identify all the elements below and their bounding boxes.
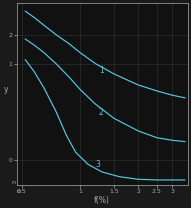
Text: 2: 2 [99,108,104,117]
Text: n: n [11,180,15,185]
X-axis label: f(%): f(%) [94,196,110,204]
Text: 3: 3 [95,160,100,169]
Text: 1: 1 [99,66,104,75]
Y-axis label: y: y [3,85,8,94]
Text: n: n [17,189,21,194]
